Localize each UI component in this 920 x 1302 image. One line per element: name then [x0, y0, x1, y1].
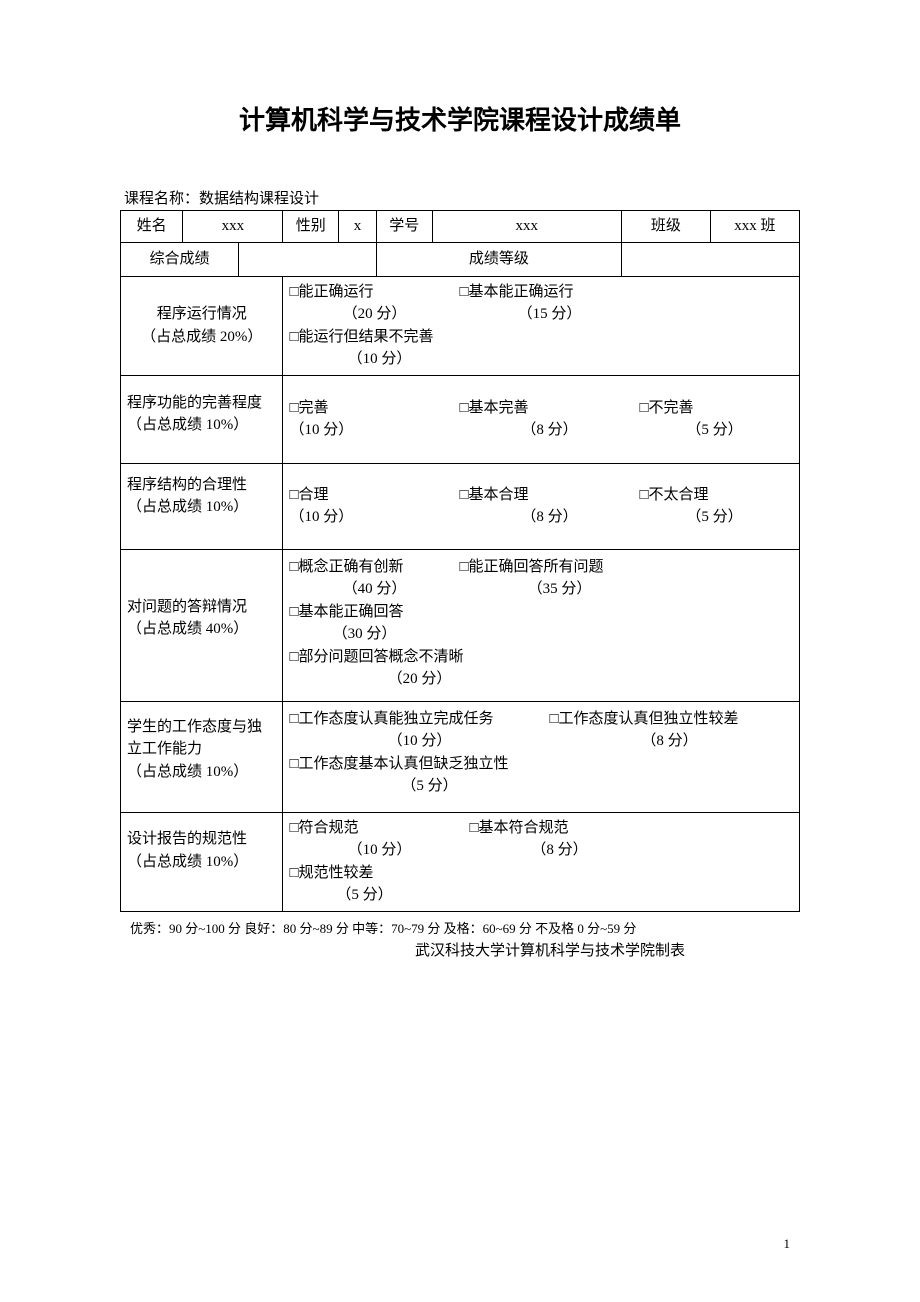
page-title: 计算机科学与技术学院课程设计成绩单 — [120, 100, 800, 137]
criterion-1-label1: 程序运行情况 — [157, 306, 247, 322]
grade-table: 姓名 xxx 性别 x 学号 xxx 班级 xxx 班 综合成绩 成绩等级 程序… — [120, 210, 800, 912]
header-row: 姓名 xxx 性别 x 学号 xxx 班级 xxx 班 — [121, 211, 800, 243]
criterion-1-label2: （占总成绩 20%） — [141, 329, 262, 345]
page-number: 1 — [784, 1236, 791, 1252]
gender-label: 性别 — [283, 211, 339, 243]
criterion-4-opt-3: □基本能正确回答 （30 分） — [289, 601, 439, 646]
criterion-1-opt-2: □基本能正确运行 （15 分） — [459, 281, 639, 326]
name-label: 姓名 — [121, 211, 183, 243]
criterion-5-options: □工作态度认真能独立完成任务 （10 分） □工作态度认真但独立性较差 （8 分… — [283, 701, 800, 812]
criterion-row-2: 程序功能的完善程度 （占总成绩 10%） □完善 （10 分） □基本完善 （8… — [121, 375, 800, 463]
course-name: 数据结构课程设计 — [199, 191, 319, 207]
criterion-row-3: 程序结构的合理性 （占总成绩 10%） □合理 （10 分） □基本合理 （8 … — [121, 463, 800, 549]
criterion-4-opt-1: □概念正确有创新 （40 分） — [289, 556, 459, 601]
criterion-2-opt-1: □完善 （10 分） — [289, 397, 459, 442]
criterion-row-6: 设计报告的规范性 （占总成绩 10%） □符合规范 （10 分） □基本符合规范… — [121, 812, 800, 911]
form-maker: 武汉科技大学计算机科学与技术学院制表 — [120, 939, 800, 960]
criterion-5-label2: （占总成绩 10%） — [127, 764, 248, 780]
criterion-5-opt-1: □工作态度认真能独立完成任务 （10 分） — [289, 708, 549, 753]
score-row: 综合成绩 成绩等级 — [121, 242, 800, 276]
grade-footnote: 优秀：90 分~100 分 良好：80 分~89 分 中等：70~79 分 及格… — [120, 918, 800, 937]
criterion-2-opt-3: □不完善 （5 分） — [639, 397, 789, 442]
criterion-5-opt-3: □工作态度基本认真但缺乏独立性 （5 分） — [289, 753, 569, 798]
criterion-6-opt-2: □基本符合规范 （8 分） — [469, 817, 649, 862]
class-label: 班级 — [621, 211, 710, 243]
total-score-label: 综合成绩 — [121, 242, 239, 276]
total-score-value — [238, 242, 376, 276]
criterion-4-opt-2: □能正确回答所有问题 （35 分） — [459, 556, 659, 601]
criterion-1-opt-1: □能正确运行 （20 分） — [289, 281, 459, 326]
criterion-3-opt-1: □合理 （10 分） — [289, 484, 459, 529]
criterion-2-opt-2: □基本完善 （8 分） — [459, 397, 639, 442]
grade-level-label: 成绩等级 — [376, 242, 621, 276]
gender-value: x — [339, 211, 377, 243]
criterion-3-opt-2: □基本合理 （8 分） — [459, 484, 639, 529]
criterion-2-label1: 程序功能的完善程度 — [127, 395, 262, 411]
criterion-2-options: □完善 （10 分） □基本完善 （8 分） □不完善 （5 分） — [283, 375, 800, 463]
criterion-3-label1: 程序结构的合理性 — [127, 477, 247, 493]
criterion-row-4: 对问题的答辩情况 （占总成绩 40%） □概念正确有创新 （40 分） □能正确… — [121, 549, 800, 701]
criterion-3-label2: （占总成绩 10%） — [127, 499, 248, 515]
class-value: xxx 班 — [710, 211, 799, 243]
criterion-6-opt-1: □符合规范 （10 分） — [289, 817, 469, 862]
criterion-6-label2: （占总成绩 10%） — [127, 854, 248, 870]
id-label: 学号 — [376, 211, 432, 243]
criterion-5-opt-2: □工作态度认真但独立性较差 （8 分） — [549, 708, 789, 753]
criterion-6-options: □符合规范 （10 分） □基本符合规范 （8 分） □规范性较差 （5 分） — [283, 812, 800, 911]
criterion-2-label2: （占总成绩 10%） — [127, 417, 248, 433]
criterion-6-label1: 设计报告的规范性 — [127, 831, 247, 847]
criterion-4-opt-4: □部分问题回答概念不清晰 （20 分） — [289, 646, 549, 691]
criterion-4-label2: （占总成绩 40%） — [127, 621, 248, 637]
course-label: 课程名称： — [124, 191, 199, 207]
criterion-1-opt-3: □能运行但结果不完善 （10 分） — [289, 326, 469, 371]
criterion-4-options: □概念正确有创新 （40 分） □能正确回答所有问题 （35 分） □基本能正确… — [283, 549, 800, 701]
course-name-line: 课程名称：数据结构课程设计 — [120, 187, 800, 208]
document-page: 计算机科学与技术学院课程设计成绩单 课程名称：数据结构课程设计 姓名 xxx 性… — [0, 0, 920, 1302]
id-value: xxx — [432, 211, 621, 243]
criterion-4-label1: 对问题的答辩情况 — [127, 599, 247, 615]
criterion-1-options: □能正确运行 （20 分） □基本能正确运行 （15 分） □能运行但结果不完善… — [283, 276, 800, 375]
criterion-row-5: 学生的工作态度与独立工作能力 （占总成绩 10%） □工作态度认真能独立完成任务… — [121, 701, 800, 812]
criterion-row-1: 程序运行情况 （占总成绩 20%） □能正确运行 （20 分） □基本能正确运行… — [121, 276, 800, 375]
criterion-6-opt-3: □规范性较差 （5 分） — [289, 862, 439, 907]
grade-level-value — [621, 242, 799, 276]
criterion-3-opt-3: □不太合理 （5 分） — [639, 484, 789, 529]
criterion-3-options: □合理 （10 分） □基本合理 （8 分） □不太合理 （5 分） — [283, 463, 800, 549]
name-value: xxx — [183, 211, 283, 243]
criterion-5-label1: 学生的工作态度与独立工作能力 — [127, 719, 262, 758]
